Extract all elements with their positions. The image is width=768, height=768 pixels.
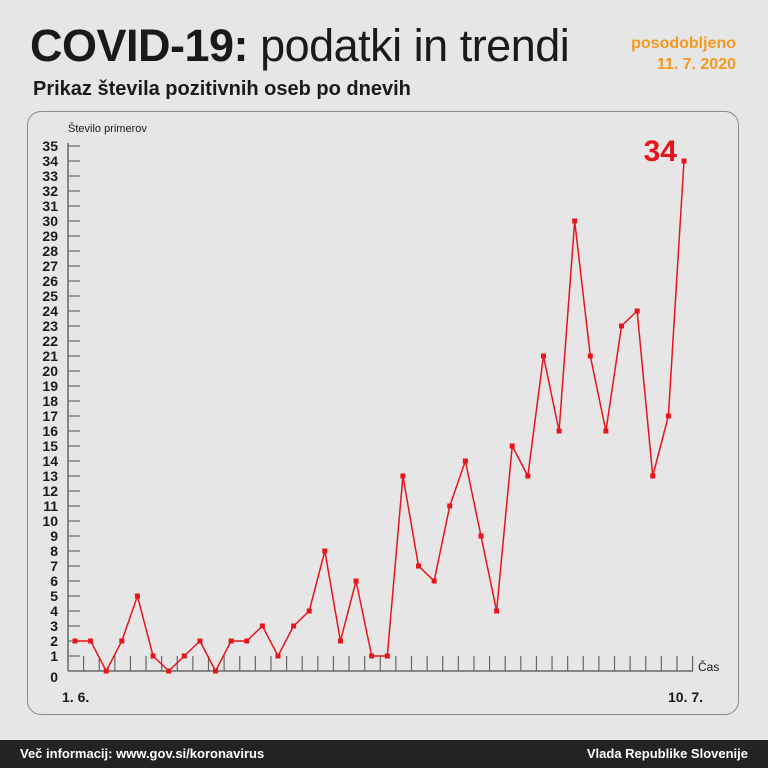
y-tick-label: 15 <box>42 438 58 454</box>
y-tick-label: 11 <box>43 498 58 514</box>
footer-info-link[interactable]: Več informacij: www.gov.si/koronavirus <box>20 746 265 761</box>
y-tick-label: 18 <box>42 393 58 409</box>
data-point <box>447 503 453 509</box>
y-tick-label: 10 <box>42 513 58 529</box>
data-point <box>665 413 671 419</box>
data-point <box>197 638 203 644</box>
updated-label: posodobljeno <box>631 35 736 52</box>
y-tick-label: 21 <box>42 348 58 364</box>
y-tick-label: 4 <box>50 603 58 619</box>
y-tick-label: 29 <box>42 228 58 244</box>
line-chart: Število primerov Čas 1. 6. 10. 7. 34 012… <box>42 122 719 705</box>
updated-date: 11. 7. 2020 <box>656 56 736 73</box>
title-light: podatki in trendi <box>260 20 570 71</box>
y-tick-label: 24 <box>42 303 58 319</box>
updated-info: posodobljeno 11. 7. 2020 <box>631 33 736 75</box>
y-tick-label: 20 <box>42 363 58 379</box>
data-point <box>119 638 125 644</box>
data-point <box>322 548 328 554</box>
data-point <box>681 158 687 164</box>
y-tick-label: 8 <box>50 543 58 559</box>
y-tick-label: 23 <box>42 318 58 334</box>
y-tick-label: 28 <box>42 243 58 259</box>
y-tick-label: 5 <box>50 588 58 604</box>
data-line <box>75 160 685 673</box>
data-point <box>384 653 390 659</box>
data-point <box>275 653 281 659</box>
y-tick-label: 35 <box>42 138 58 154</box>
data-point <box>369 653 375 659</box>
data-point <box>353 578 359 584</box>
y-tick-label: 9 <box>50 528 58 544</box>
y-tick-label: 13 <box>42 468 58 484</box>
chart-subtitle: Prikaz števila pozitivnih oseb po dnevih <box>33 78 411 100</box>
data-point <box>431 578 437 584</box>
data-point <box>478 533 484 539</box>
data-point <box>181 653 187 659</box>
y-axis-label: Število primerov <box>68 122 147 135</box>
y-tick-label: 19 <box>42 378 58 394</box>
data-point <box>416 563 422 569</box>
x-axis-label: Čas <box>698 659 719 674</box>
title-bold: COVID-19: <box>30 20 249 71</box>
data-point <box>150 653 156 659</box>
x-end-label: 10. 7. <box>668 689 703 705</box>
y-tick-label: 0 <box>50 669 58 685</box>
data-point <box>400 473 406 479</box>
data-point <box>556 428 562 434</box>
data-point <box>72 638 78 644</box>
y-tick-label: 27 <box>42 258 58 274</box>
y-tick-label: 6 <box>50 573 58 589</box>
data-point <box>291 623 297 629</box>
y-tick-label: 26 <box>42 273 58 289</box>
y-tick-label: 32 <box>42 183 58 199</box>
y-tick-label: 3 <box>50 618 58 634</box>
y-tick-label: 25 <box>42 288 58 304</box>
data-point <box>509 443 515 449</box>
data-point <box>525 473 531 479</box>
data-point <box>619 323 625 329</box>
y-tick-label: 34 <box>42 153 58 169</box>
y-tick-label: 22 <box>42 333 58 349</box>
data-point <box>540 353 546 359</box>
chart-panel <box>27 111 739 715</box>
data-point <box>166 668 172 674</box>
data-point <box>88 638 94 644</box>
y-tick-label: 16 <box>42 423 58 439</box>
data-point <box>103 668 109 674</box>
y-tick-label: 7 <box>50 558 58 574</box>
data-point <box>634 308 640 314</box>
data-point <box>337 638 343 644</box>
data-point <box>603 428 609 434</box>
data-point <box>228 638 234 644</box>
y-tick-label: 12 <box>42 483 58 499</box>
y-tick-label: 17 <box>42 408 58 424</box>
data-point <box>494 608 500 614</box>
footer: Več informacij: www.gov.si/koronavirus V… <box>0 740 768 768</box>
footer-org: Vlada Republike Slovenije <box>586 746 748 761</box>
y-tick-label: 31 <box>42 198 58 214</box>
y-tick-label: 1 <box>50 648 58 664</box>
y-tick-label: 33 <box>42 168 58 184</box>
data-point <box>650 473 656 479</box>
data-point <box>587 353 593 359</box>
data-point <box>244 638 250 644</box>
y-tick-label: 2 <box>50 633 58 649</box>
data-point <box>572 218 578 224</box>
data-point <box>306 608 312 614</box>
last-value-label: 34 <box>644 135 678 168</box>
page-title: COVID-19: podatki in trendi <box>30 20 570 72</box>
y-tick-label: 14 <box>42 453 58 469</box>
x-start-label: 1. 6. <box>62 689 89 705</box>
data-point <box>134 593 140 599</box>
data-point <box>259 623 265 629</box>
y-tick-label: 30 <box>42 213 58 229</box>
data-point <box>462 458 468 464</box>
data-point <box>213 668 219 674</box>
